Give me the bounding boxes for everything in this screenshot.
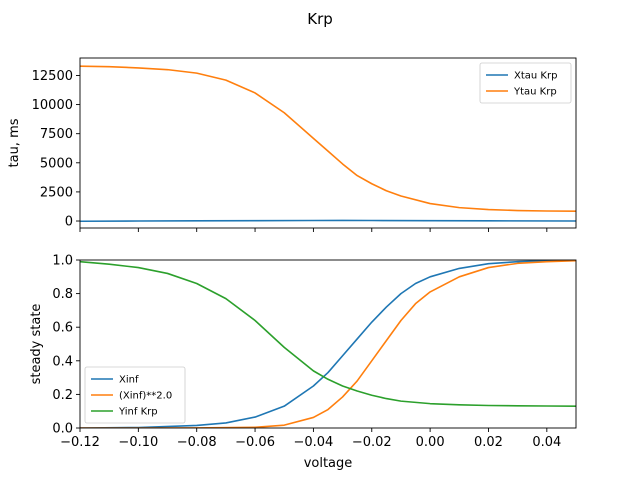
steady-state-subplot: −0.12 −0.10 −0.08 −0.06 −0.04 −0.02 0.00 0.02 0.…: [29, 254, 577, 471]
axes-frame: [79, 259, 577, 429]
x-tick-label: 0.00: [416, 435, 445, 450]
figure-title: Krp: [307, 10, 333, 28]
legend-entry: (Xinf)**2.0: [119, 391, 172, 402]
series-line-xinf: [80, 260, 576, 428]
y-tick-label: 0.8: [52, 287, 73, 302]
tau-subplot: 0 2500 5000 7500 10000 12500 tau, ms Xtau Krp Yt…: [7, 57, 577, 232]
x-tick-label: −0.04: [293, 435, 333, 450]
legend-entry: Xtau Krp: [514, 71, 557, 82]
axes-frame: [79, 57, 577, 229]
y-tick-label: 10000: [32, 98, 73, 113]
y-tick-label: 0.0: [52, 422, 73, 437]
y-axis-label: steady state: [29, 304, 44, 385]
y-tick-label: 0.6: [52, 321, 73, 336]
legend: Xinf (Xinf)**2.0 Yinf Krp: [84, 366, 186, 424]
series-line-xtau-krp: [80, 219, 576, 223]
x-tick-label: −0.02: [352, 435, 392, 450]
x-tick-label: −0.06: [235, 435, 275, 450]
x-axis-label: voltage: [304, 456, 353, 471]
y-tick-label: 1.0: [52, 254, 73, 269]
x-tick-label: 0.02: [474, 435, 503, 450]
x-tick-label: −0.10: [118, 435, 158, 450]
y-tick-label: 0.4: [52, 354, 73, 369]
legend-entry: Yinf Krp: [118, 407, 158, 418]
legend-entry: Ytau Krp: [513, 87, 557, 98]
series-line--xinf-2-0: [80, 260, 576, 428]
legend-box: [479, 62, 572, 104]
y-tick-label: 0.2: [52, 388, 73, 403]
y-tick-label: 7500: [40, 127, 73, 142]
y-tick-label: 2500: [40, 185, 73, 200]
legend-entry: Xinf: [119, 375, 139, 386]
series-line-ytau-krp: [80, 65, 576, 213]
y-axis-label: tau, ms: [7, 118, 22, 167]
y-tick-label: 12500: [32, 69, 73, 84]
x-tick-label: 0.04: [532, 435, 561, 450]
legend: Xtau Krp Ytau Krp: [479, 62, 572, 104]
x-tick-label: −0.08: [177, 435, 217, 450]
legend-box: [84, 366, 186, 424]
x-tick-label: −0.12: [60, 435, 100, 450]
y-tick-label: 5000: [40, 156, 73, 171]
y-tick-label: 0: [65, 215, 73, 230]
series-line-yinf-krp: [80, 260, 576, 407]
